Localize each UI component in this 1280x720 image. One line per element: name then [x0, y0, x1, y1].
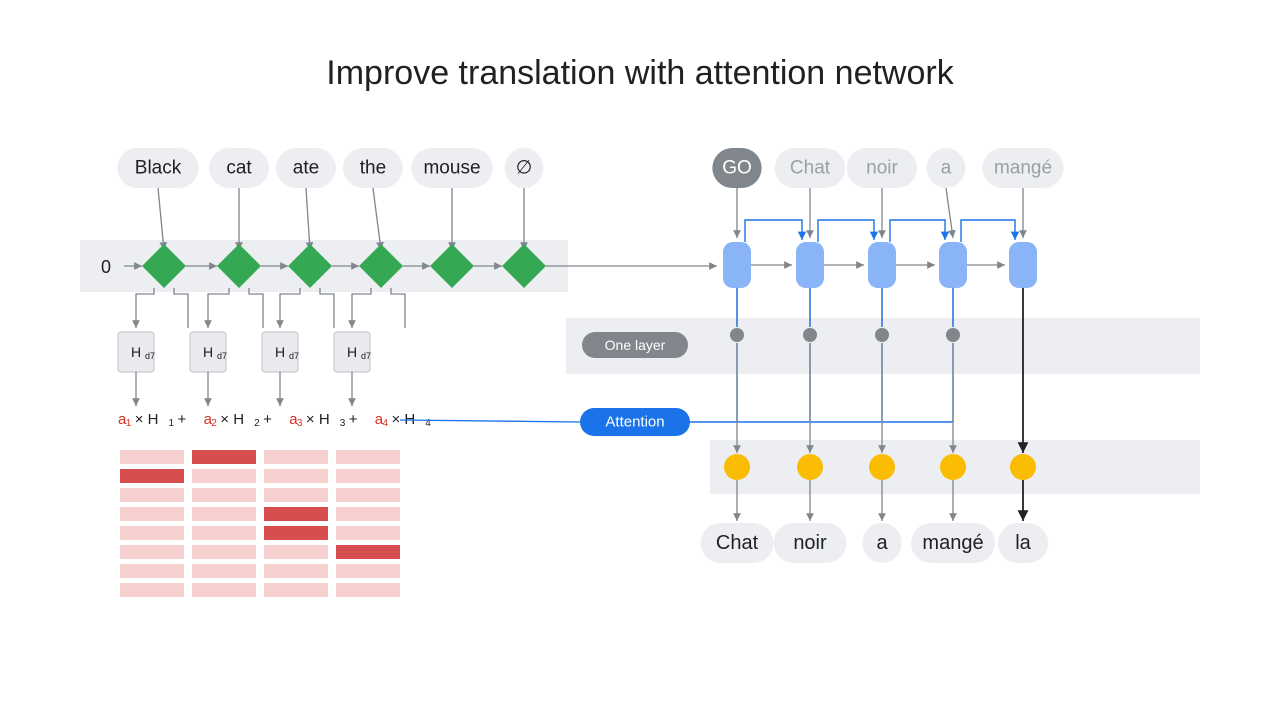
svg-text:Chat: Chat	[790, 158, 831, 179]
svg-text:cat: cat	[226, 158, 252, 179]
svg-text:+: +	[178, 411, 187, 428]
svg-text:4: 4	[383, 418, 389, 429]
svg-text:+: +	[263, 411, 272, 428]
svg-text:3: 3	[297, 418, 303, 429]
svg-text:mangé: mangé	[922, 532, 983, 554]
svg-text:the: the	[360, 158, 386, 179]
page-title: Improve translation with attention netwo…	[0, 54, 1280, 93]
svg-text:× H: × H	[306, 411, 330, 428]
svg-text:∅: ∅	[516, 158, 533, 179]
svg-text:3: 3	[340, 418, 346, 429]
svg-text:2: 2	[254, 418, 260, 429]
svg-text:H: H	[275, 344, 285, 360]
svg-text:a: a	[876, 532, 888, 554]
svg-text:d7: d7	[289, 351, 299, 361]
svg-text:0: 0	[101, 257, 111, 277]
svg-text:1: 1	[126, 418, 132, 429]
svg-text:H: H	[347, 344, 357, 360]
svg-text:d7: d7	[217, 351, 227, 361]
svg-text:× H: × H	[135, 411, 159, 428]
svg-text:Black: Black	[135, 158, 182, 179]
svg-text:2: 2	[211, 418, 217, 429]
svg-text:Attention: Attention	[605, 414, 664, 431]
svg-text:la: la	[1015, 532, 1031, 554]
svg-text:ate: ate	[293, 158, 319, 179]
svg-text:H: H	[131, 344, 141, 360]
svg-text:d7: d7	[145, 351, 155, 361]
svg-text:noir: noir	[793, 532, 827, 554]
attention-network-diagram: Blackcatatethemouse∅0Hd7Hd7Hd7Hd7a1 × H1…	[0, 0, 1280, 720]
svg-text:1: 1	[169, 418, 175, 429]
svg-text:+: +	[349, 411, 358, 428]
svg-text:× H: × H	[220, 411, 244, 428]
svg-text:a: a	[941, 158, 952, 179]
svg-text:H: H	[203, 344, 213, 360]
svg-text:GO: GO	[722, 158, 752, 179]
svg-text:mouse: mouse	[423, 158, 480, 179]
svg-text:d7: d7	[361, 351, 371, 361]
svg-text:noir: noir	[866, 158, 898, 179]
svg-text:One layer: One layer	[605, 337, 666, 353]
svg-text:mangé: mangé	[994, 158, 1052, 179]
svg-text:Chat: Chat	[716, 532, 759, 554]
